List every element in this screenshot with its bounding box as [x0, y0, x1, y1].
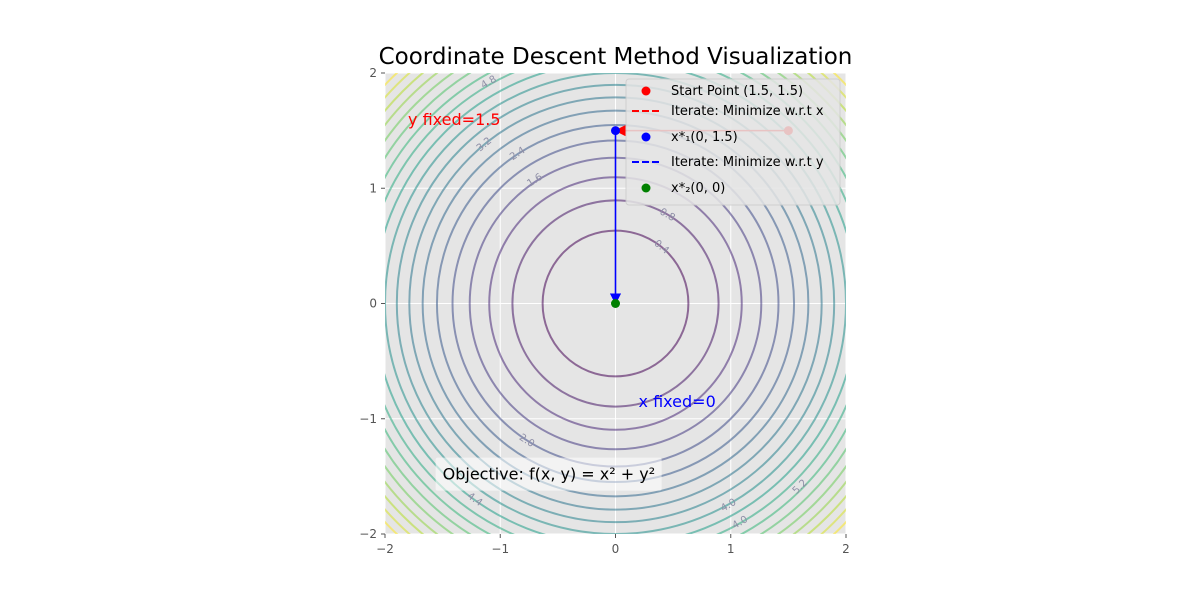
- x-tick-label: 2: [842, 542, 850, 556]
- x-tick-label: −1: [491, 542, 509, 556]
- legend-label: x*₂(0, 0): [671, 181, 725, 196]
- y-tick-label: −1: [359, 412, 377, 426]
- x-tick-label: 1: [727, 542, 735, 556]
- axis-ticks: −2 −1 0 1 2 −2 −1 0 1 2: [359, 66, 850, 556]
- y-tick-label: 1: [369, 181, 377, 195]
- point-x1: [611, 126, 620, 136]
- legend-marker: [641, 183, 651, 193]
- annotations: y fixed=1.5 x fixed=0 Objective: f(x, y) =…: [408, 110, 716, 491]
- legend-label: x*₁(0, 1.5): [671, 130, 738, 145]
- x-tick-label: 0: [612, 542, 620, 556]
- legend-marker: [641, 86, 651, 96]
- legend-marker: [641, 132, 651, 142]
- legend-label: Start Point (1.5, 1.5): [671, 84, 803, 99]
- legend: Start Point (1.5, 1.5) Iterate: Minimize …: [625, 78, 841, 206]
- legend-label: Iterate: Minimize w.r.t y: [671, 155, 824, 170]
- x-tick-label: −2: [376, 542, 394, 556]
- legend-label: Iterate: Minimize w.r.t x: [671, 104, 824, 119]
- annotation-y-fixed: y fixed=1.5: [408, 110, 500, 129]
- annotation-objective: Objective: f(x, y) = x² + y²: [443, 465, 656, 484]
- point-x2: [611, 299, 620, 308]
- contour-line: [395, 83, 836, 524]
- y-tick-label: 2: [369, 66, 377, 80]
- objective-box: [435, 457, 662, 491]
- y-tick-label: −2: [359, 527, 377, 541]
- y-tick-label: 0: [369, 297, 377, 311]
- chart-title: Coordinate Descent Method Visualization: [379, 44, 853, 70]
- annotation-x-fixed: x fixed=0: [639, 392, 716, 411]
- contour-line: [408, 96, 823, 511]
- legend-box: [625, 78, 841, 206]
- contour-line: [421, 109, 810, 498]
